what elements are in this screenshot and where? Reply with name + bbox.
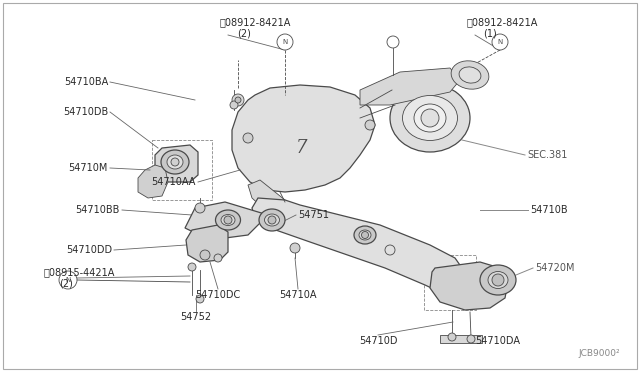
Circle shape [492, 34, 508, 50]
Circle shape [200, 250, 210, 260]
Ellipse shape [161, 150, 189, 174]
Bar [424, 255, 476, 310]
Text: 54710BB: 54710BB [76, 205, 120, 215]
Text: 54710DD: 54710DD [66, 245, 112, 255]
Circle shape [224, 216, 232, 224]
Circle shape [214, 254, 222, 262]
Polygon shape [430, 262, 508, 310]
Polygon shape [252, 198, 462, 292]
Ellipse shape [488, 272, 508, 289]
Text: 7: 7 [296, 139, 308, 157]
Text: 54710DB: 54710DB [63, 107, 108, 117]
Circle shape [290, 243, 300, 253]
Polygon shape [232, 85, 375, 192]
Text: 54710AA: 54710AA [152, 177, 196, 187]
Text: 54710D: 54710D [359, 336, 397, 346]
Circle shape [387, 36, 399, 48]
Circle shape [277, 34, 293, 50]
Circle shape [230, 101, 238, 109]
Ellipse shape [451, 61, 489, 89]
Circle shape [448, 333, 456, 341]
Circle shape [362, 231, 369, 238]
Polygon shape [360, 68, 460, 105]
Text: ⓝ08912-8421A: ⓝ08912-8421A [220, 17, 291, 27]
Text: ⓝ08912-8421A: ⓝ08912-8421A [467, 17, 538, 27]
Circle shape [188, 263, 196, 271]
Text: 54710DC: 54710DC [195, 290, 241, 300]
Bar [152, 140, 212, 200]
Ellipse shape [259, 209, 285, 231]
Circle shape [492, 274, 504, 286]
Circle shape [467, 335, 475, 343]
Polygon shape [185, 202, 268, 240]
Circle shape [232, 94, 244, 106]
Circle shape [243, 133, 253, 143]
Text: (1): (1) [483, 28, 497, 38]
Ellipse shape [403, 96, 458, 141]
Ellipse shape [359, 230, 371, 240]
Text: 54710DA: 54710DA [475, 336, 520, 346]
Ellipse shape [216, 210, 241, 230]
Polygon shape [155, 145, 198, 182]
Text: 54710M: 54710M [68, 163, 108, 173]
Polygon shape [138, 165, 168, 198]
Text: 54752: 54752 [180, 312, 212, 322]
Circle shape [365, 120, 375, 130]
Ellipse shape [459, 67, 481, 83]
Bar [440, 335, 482, 343]
Circle shape [421, 109, 439, 127]
Text: N: N [282, 39, 287, 45]
Text: 54710A: 54710A [279, 290, 317, 300]
Ellipse shape [480, 265, 516, 295]
Circle shape [195, 203, 205, 213]
Text: 54720M: 54720M [535, 263, 575, 273]
Polygon shape [186, 225, 228, 262]
Polygon shape [248, 180, 285, 210]
Text: 54710BA: 54710BA [64, 77, 108, 87]
Ellipse shape [167, 155, 183, 169]
Ellipse shape [221, 215, 235, 225]
Circle shape [171, 158, 179, 166]
Text: (2): (2) [237, 28, 251, 38]
Circle shape [235, 97, 241, 103]
Ellipse shape [264, 214, 280, 226]
Circle shape [59, 271, 77, 289]
Text: 54751: 54751 [298, 210, 329, 220]
Text: ⓝ08915-4421A: ⓝ08915-4421A [44, 267, 115, 277]
Ellipse shape [414, 104, 446, 132]
Text: N: N [497, 39, 502, 45]
Text: JCB9000²: JCB9000² [579, 349, 620, 358]
Text: (2): (2) [59, 278, 73, 288]
Circle shape [268, 216, 276, 224]
Circle shape [196, 295, 204, 303]
Ellipse shape [354, 226, 376, 244]
Ellipse shape [390, 84, 470, 152]
Text: 54710B: 54710B [530, 205, 568, 215]
Text: SEC.381: SEC.381 [527, 150, 568, 160]
Text: N: N [65, 277, 70, 283]
